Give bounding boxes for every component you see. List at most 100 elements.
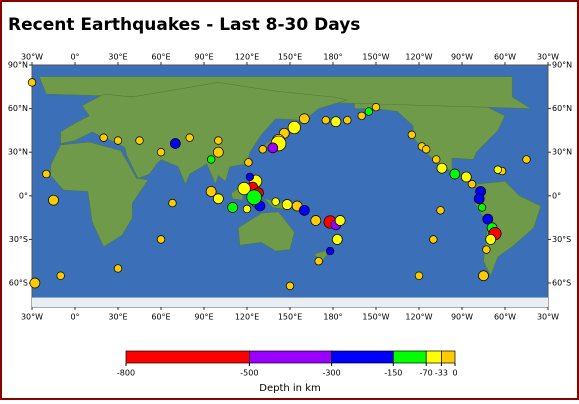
earthquake [245, 172, 255, 182]
earthquake [285, 281, 295, 291]
earthquake [267, 142, 279, 154]
earthquake [357, 111, 366, 121]
earthquake [467, 180, 477, 189]
land [50, 141, 149, 248]
y-tick-label: 90°N [552, 61, 572, 70]
earthquake [422, 145, 431, 154]
earthquake [29, 277, 41, 289]
x-tick-label: 120°E [235, 53, 259, 62]
antarctica [32, 297, 548, 307]
earthquake [287, 120, 301, 135]
earthquake [212, 146, 224, 158]
earthquake [56, 271, 65, 280]
earthquake [482, 245, 491, 254]
earthquake [334, 215, 346, 226]
x-tick-label: 120°W [405, 53, 432, 62]
legend-tick-label: -150 [384, 369, 402, 378]
earthquake [364, 107, 373, 116]
x-tick-label: 150°E [278, 313, 302, 322]
legend-tick-label: -500 [240, 369, 258, 378]
x-tick-label: 120°W [405, 313, 432, 322]
legend-segment [125, 350, 250, 364]
earthquake [449, 168, 461, 180]
x-tick-label: 60°E [151, 53, 170, 62]
earthquake [242, 204, 252, 214]
x-tick-label: 30°W [537, 313, 559, 322]
earthquake [493, 165, 502, 174]
x-tick-label: 60°E [151, 313, 170, 322]
x-tick-label: 0° [70, 313, 79, 322]
y-tick-label: 90°N [8, 61, 28, 70]
earthquake [331, 234, 343, 245]
legend-segment [331, 350, 394, 364]
earthquake [156, 148, 166, 157]
earthquake [473, 193, 485, 205]
earthquake [460, 171, 472, 183]
earthquake [298, 113, 310, 125]
earthquake [227, 202, 239, 213]
earthquake [258, 145, 267, 154]
y-tick-label: 30°N [552, 148, 572, 157]
legend-segment [392, 350, 427, 364]
legend-tick-label: -70 [420, 369, 433, 378]
earthquake [205, 186, 217, 197]
earthquake [99, 133, 108, 142]
x-tick-label: 30°W [21, 313, 43, 322]
earthquake [436, 162, 448, 174]
x-tick-label: 150°W [362, 313, 389, 322]
y-tick-label: 0° [19, 191, 28, 200]
legend-segment [441, 350, 456, 364]
earthquake [207, 155, 216, 164]
earthquake [169, 138, 181, 149]
x-tick-label: 150°W [362, 53, 389, 62]
y-tick-label: 60°S [552, 279, 571, 288]
earthquake [432, 155, 441, 164]
earthquake [310, 215, 322, 226]
x-tick-label: 120°E [235, 313, 259, 322]
earthquake [168, 198, 177, 208]
x-tick-label: 30°W [21, 53, 43, 62]
x-tick-label: 0° [70, 53, 79, 62]
earthquake [330, 116, 342, 128]
earthquake [343, 116, 352, 125]
earthquake [237, 181, 251, 196]
earthquake [314, 257, 323, 266]
y-tick-label: 60°N [8, 104, 28, 113]
legend-segment [249, 350, 332, 364]
earthquake [298, 204, 310, 216]
x-tick-label: 30°E [108, 53, 127, 62]
x-tick-label: 30°E [108, 313, 127, 322]
x-tick-label: 30°W [537, 53, 559, 62]
earthquake [212, 193, 224, 205]
legend-label: Depth in km [259, 383, 320, 394]
earthquake [482, 213, 494, 225]
legend-tick-label: -33 [435, 369, 448, 378]
earthquake [485, 234, 497, 245]
earthquake [414, 271, 424, 280]
x-tick-label: 90°W [451, 53, 473, 62]
land [238, 211, 295, 252]
y-tick-label: 60°S [9, 279, 28, 288]
earthquake [429, 235, 438, 244]
earthquake [246, 189, 262, 206]
x-tick-label: 180° [323, 53, 342, 62]
y-tick-label: 60°N [552, 104, 572, 113]
earthquake [156, 235, 166, 244]
earthquake [271, 197, 280, 206]
earthquake [113, 136, 123, 145]
earthquake [325, 246, 335, 256]
earthquake [27, 78, 37, 87]
earthquake [48, 194, 59, 206]
earthquake [371, 103, 381, 112]
earthquake [522, 155, 531, 164]
y-tick-label: 30°S [552, 235, 571, 244]
earthquake [407, 130, 416, 139]
earthquake [478, 270, 489, 282]
earthquake [244, 158, 253, 167]
earthquake [281, 199, 293, 210]
x-tick-label: 90°E [194, 53, 213, 62]
x-tick-label: 150°E [278, 53, 302, 62]
x-tick-label: 60°W [494, 53, 516, 62]
x-tick-label: 60°W [494, 313, 516, 322]
